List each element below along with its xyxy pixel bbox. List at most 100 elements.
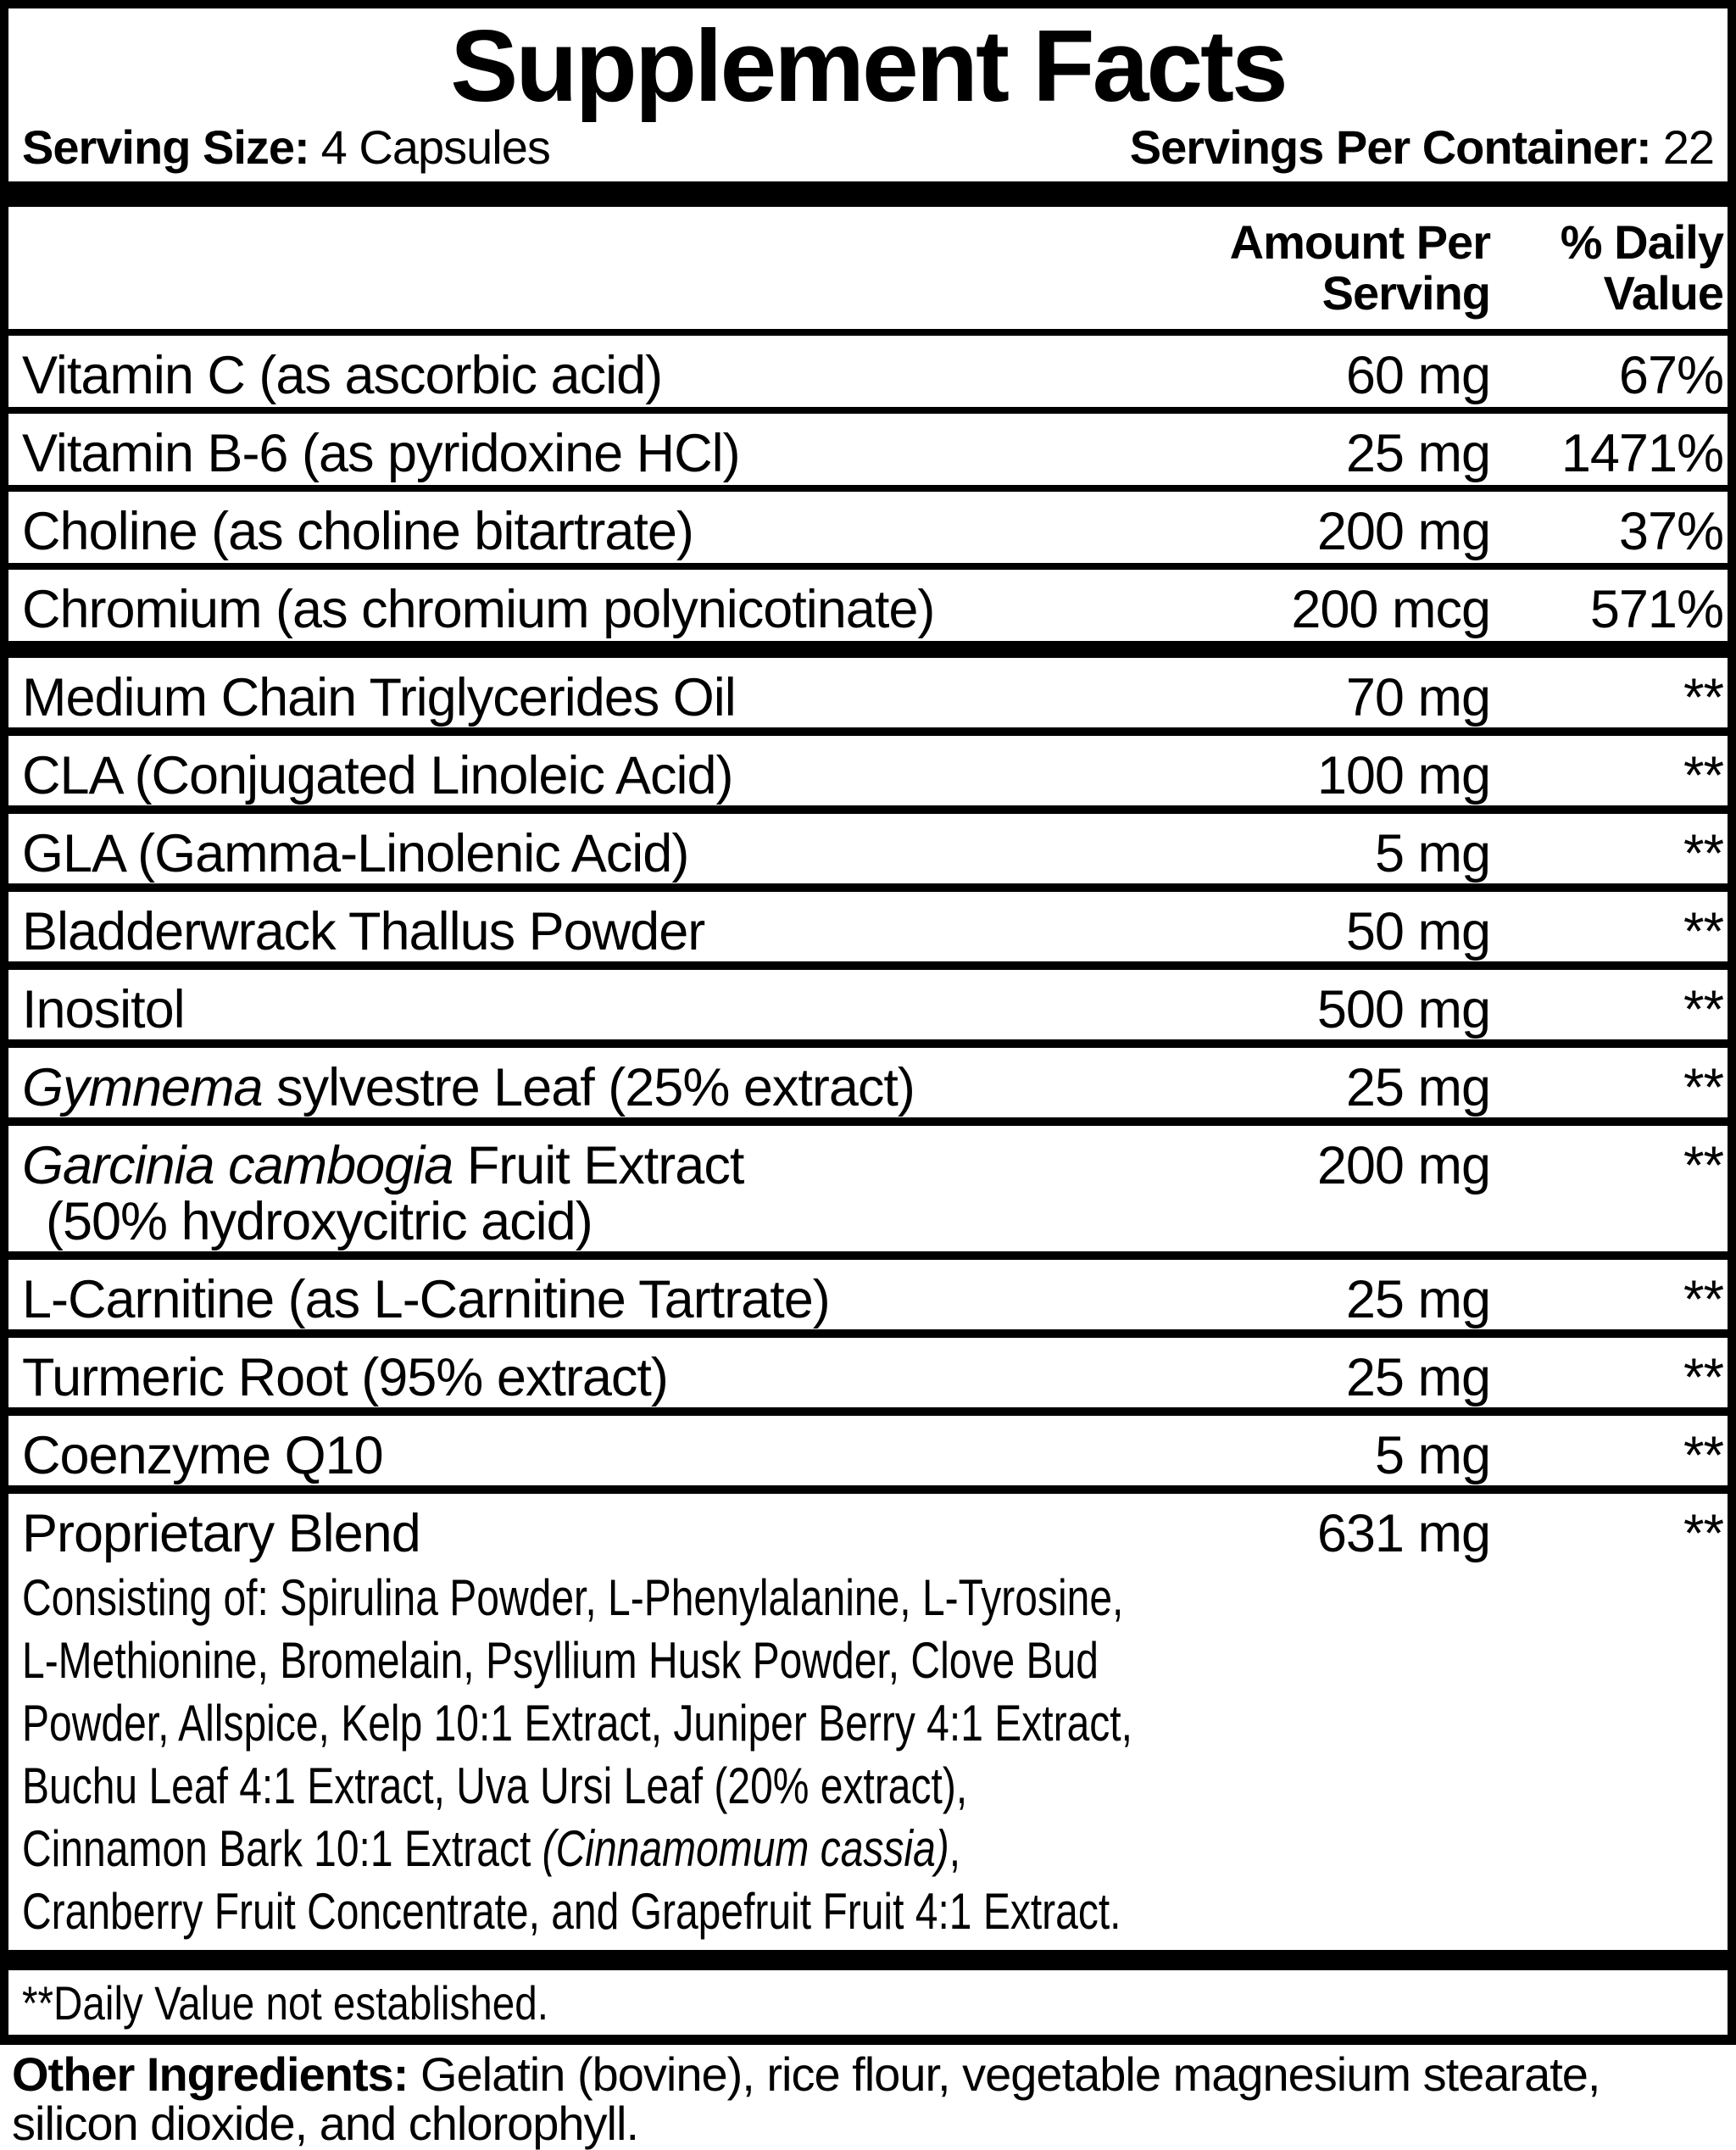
daily-value: **	[1683, 1136, 1724, 1195]
other-ingredients: Other Ingredients: Gelatin (bovine), ric…	[12, 2050, 1724, 2148]
proprietary-blend-description: Consisting of: Spirulina Powder, L-Pheny…	[22, 1567, 1387, 1943]
text-segment: Inositol	[22, 980, 186, 1039]
ingredient-name: Turmeric Root (95% extract)	[8, 1350, 1219, 1406]
table-row: Choline (as choline bitartrate) 200 mg 37%	[8, 492, 1728, 570]
table-row: Bladderwrack Thallus Powder 50 mg **	[8, 892, 1728, 970]
serving-info-row: Serving Size: 4 Capsules Servings Per Con…	[8, 119, 1728, 181]
daily-value: **	[1683, 1504, 1724, 1563]
supplement-facts-panel: Supplement Facts Serving Size: 4 Capsules…	[0, 0, 1736, 2045]
amount-per-serving-header: Amount Per Serving	[1219, 215, 1491, 320]
table-row: Gymnema sylvestre Leaf (25% extract) 25 m…	[8, 1048, 1728, 1126]
ingredient-name: L-Carnitine (as L-Carnitine Tartrate)	[8, 1272, 1219, 1328]
ingredient-name: Bladderwrack Thallus Powder	[8, 904, 1219, 960]
amount-per-serving-value: 5 mg	[1374, 824, 1491, 883]
daily-value: 37%	[1618, 502, 1724, 561]
heavy-divider-bar-bottom	[8, 1950, 1728, 1970]
amount-header-line2: Serving	[1321, 266, 1491, 320]
amount-per-serving-value: 70 mg	[1345, 668, 1491, 727]
table-row: Inositol 500 mg **	[8, 970, 1728, 1048]
daily-value: **	[1683, 1426, 1724, 1485]
daily-value: **	[1683, 980, 1724, 1039]
table-row-line: Proprietary Blend 631 mg **	[8, 1506, 1728, 1562]
text-segment: Vitamin C (as ascorbic acid)	[22, 346, 663, 405]
servings-per-container: Servings Per Container: 22	[1129, 120, 1715, 174]
text-segment: Bladderwrack Thallus Powder	[22, 902, 705, 961]
ingredient-name: Choline (as choline bitartrate)	[8, 504, 1219, 560]
text-segment: Cinnamon Bark 10:1 Extract	[22, 1820, 542, 1877]
table-row-line: Choline (as choline bitartrate) 200 mg 37%	[8, 504, 1728, 560]
page-title: Supplement Facts	[450, 9, 1288, 123]
text-segment: Garcinia cambogia	[22, 1136, 453, 1195]
amount-per-serving-value: 5 mg	[1374, 1426, 1491, 1485]
heavy-divider-bar-top	[8, 181, 1728, 207]
daily-value-header-line2: Value	[1603, 266, 1724, 320]
table-row: Garcinia cambogia Fruit Extract 200 mg ** (…	[8, 1126, 1728, 1260]
text-segment: L-Methionine, Bromelain, Psyllium Husk P…	[22, 1632, 1099, 1689]
daily-value: **	[1683, 1270, 1724, 1329]
other-ingredients-label: Other Ingredients:	[12, 2047, 409, 2101]
text-segment: Powder, Allspice, Kelp 10:1 Extract, Jun…	[22, 1695, 1132, 1752]
ingredient-name: Vitamin C (as ascorbic acid)	[8, 348, 1219, 404]
amount-per-serving-value: 100 mg	[1316, 746, 1491, 805]
table-row-line: Garcinia cambogia Fruit Extract 200 mg **	[8, 1138, 1728, 1194]
text-segment: Coenzyme Q10	[22, 1426, 384, 1485]
table-row: Coenzyme Q10 5 mg **	[8, 1416, 1728, 1494]
text-segment: Chromium (as chromium polynicotinate)	[22, 580, 935, 639]
text-segment: Cranberry Fruit Concentrate, and Grapefr…	[22, 1883, 1121, 1940]
text-segment: Consisting of: Spirulina Powder, L-Pheny…	[22, 1569, 1124, 1626]
ingredient-name: CLA (Conjugated Linoleic Acid)	[8, 748, 1219, 804]
text-segment: Choline (as choline bitartrate)	[22, 502, 694, 561]
text-segment: GLA (Gamma-Linolenic Acid)	[22, 824, 689, 883]
other-ingredients-text: Gelatin (bovine), rice flour, vegetable …	[12, 2047, 1600, 2150]
text-segment: L-Carnitine (as L-Carnitine Tartrate)	[22, 1270, 831, 1329]
table-row-line: Vitamin B-6 (as pyridoxine HCl) 25 mg 1471…	[8, 426, 1728, 482]
daily-value: **	[1683, 746, 1724, 805]
ingredient-name: Chromium (as chromium polynicotinate)	[8, 582, 1219, 638]
amount-header-line1: Amount Per	[1229, 215, 1491, 269]
facts-rows: Vitamin C (as ascorbic acid) 60 mg 67% Vita…	[8, 336, 1728, 1950]
text-segment: (Cinnamomum cassia)	[542, 1820, 949, 1877]
daily-value: **	[1683, 668, 1724, 727]
daily-value: 1471%	[1561, 424, 1724, 483]
text-segment: Turmeric Root (95% extract)	[22, 1348, 669, 1407]
column-headers-row: Amount Per Serving % Daily Value	[8, 207, 1728, 329]
serving-size-value: 4 Capsules	[320, 120, 551, 174]
amount-per-serving-value: 60 mg	[1345, 346, 1491, 405]
text-segment: Proprietary Blend	[22, 1504, 421, 1563]
servings-per-container-label: Servings Per Container:	[1129, 120, 1652, 174]
amount-per-serving-value: 631 mg	[1316, 1504, 1491, 1563]
table-row: Vitamin C (as ascorbic acid) 60 mg 67%	[8, 336, 1728, 414]
text-segment: Fruit Extract	[453, 1136, 745, 1195]
ingredient-name: Vitamin B-6 (as pyridoxine HCl)	[8, 426, 1219, 482]
description-line: Consisting of: Spirulina Powder, L-Pheny…	[22, 1567, 1387, 1629]
serving-size-label: Serving Size:	[22, 120, 310, 174]
amount-per-serving-value: 25 mg	[1345, 424, 1491, 483]
description-line: Powder, Allspice, Kelp 10:1 Extract, Jun…	[22, 1692, 1387, 1755]
daily-value: 67%	[1618, 346, 1724, 405]
amount-per-serving-value: 25 mg	[1345, 1058, 1491, 1117]
table-row: Proprietary Blend 631 mg ** Consisting of: …	[8, 1494, 1728, 1950]
daily-value: **	[1683, 1348, 1724, 1407]
serving-size: Serving Size: 4 Capsules	[22, 120, 551, 174]
amount-per-serving-value: 25 mg	[1345, 1348, 1491, 1407]
amount-per-serving-value: 25 mg	[1345, 1270, 1491, 1329]
servings-per-container-value: 22	[1662, 120, 1715, 174]
ingredient-name-line2: (50% hydroxycitric acid)	[46, 1192, 593, 1251]
footnote: **Daily Value not established.	[22, 1976, 548, 2030]
table-row-line: Medium Chain Triglycerides Oil 70 mg **	[8, 670, 1728, 726]
table-row-line: Turmeric Root (95% extract) 25 mg **	[8, 1350, 1728, 1406]
description-line: Buchu Leaf 4:1 Extract, Uva Ursi Leaf (2…	[22, 1755, 1387, 1818]
header-underline-rule	[8, 329, 1728, 336]
ingredient-name: Medium Chain Triglycerides Oil	[8, 670, 1219, 726]
text-segment: Vitamin B-6 (as pyridoxine HCl)	[22, 424, 741, 483]
table-row-line: GLA (Gamma-Linolenic Acid) 5 mg **	[8, 826, 1728, 882]
ingredient-name: Inositol	[8, 982, 1219, 1038]
daily-value-header-line1: % Daily	[1560, 215, 1724, 269]
daily-value: **	[1683, 1058, 1724, 1117]
table-row: Vitamin B-6 (as pyridoxine HCl) 25 mg 1471…	[8, 414, 1728, 492]
text-segment: sylvestre Leaf (25% extract)	[262, 1058, 915, 1117]
amount-per-serving-value: 200 mg	[1316, 502, 1491, 561]
amount-per-serving-value: 500 mg	[1316, 980, 1491, 1039]
description-line: Cranberry Fruit Concentrate, and Grapefr…	[22, 1880, 1387, 1943]
